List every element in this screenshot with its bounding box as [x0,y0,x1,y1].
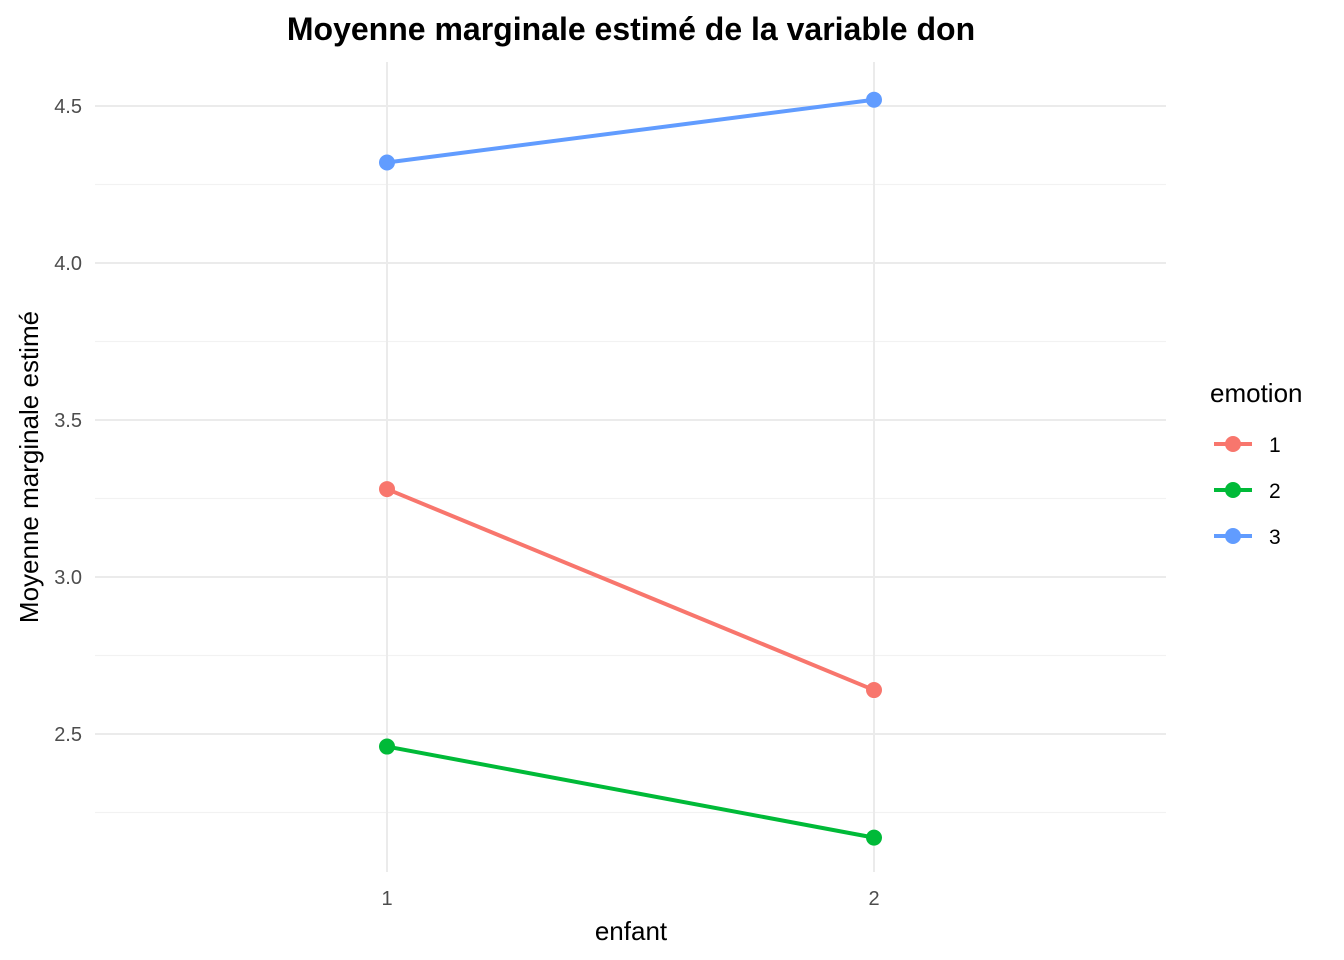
chart-title: Moyenne marginale estimé de la variable … [287,11,975,47]
legend: emotion 1 2 3 [1210,378,1303,549]
y-tick-labels: 2.5 3.0 3.5 4.0 4.5 [54,96,82,746]
legend-label-3: 3 [1269,526,1281,549]
legend-label-1: 1 [1269,434,1281,457]
grid-layer [95,62,1166,872]
y-tick-label: 3.5 [54,410,82,432]
data-point-series-2-x1 [379,738,395,755]
series-line-3 [386,97,875,165]
x-tick-label: 1 [381,888,392,910]
data-point-series-3-x2 [866,91,882,108]
legend-title: emotion [1210,378,1303,408]
y-tick-label: 4.0 [54,253,82,275]
legend-label-2: 2 [1269,480,1281,503]
y-tick-label: 2.5 [54,724,82,746]
data-point-series-1-x2 [866,682,882,699]
x-tick-labels: 1 2 [381,888,879,910]
y-axis-label: Moyenne marginale estimé [14,311,44,623]
data-point-series-2-x2 [866,829,882,846]
legend-keys [1214,436,1252,544]
series-line-1 [386,487,875,692]
legend-key-point-2 [1225,482,1241,498]
series-line-2 [386,744,875,840]
legend-key-point-1 [1225,436,1241,452]
x-tick-label: 2 [868,888,879,910]
series-layer [379,91,882,846]
legend-key-point-3 [1225,528,1241,544]
y-tick-label: 4.5 [54,96,82,118]
y-tick-label: 3.0 [54,567,82,589]
data-point-series-1-x1 [379,481,395,498]
x-axis-label: enfant [595,916,668,946]
data-point-series-3-x1 [379,154,395,171]
